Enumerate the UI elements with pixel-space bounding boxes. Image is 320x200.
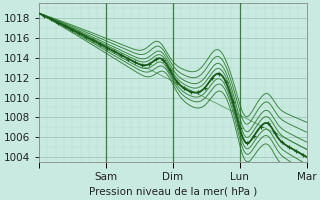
X-axis label: Pression niveau de la mer( hPa ): Pression niveau de la mer( hPa ) bbox=[89, 187, 257, 197]
